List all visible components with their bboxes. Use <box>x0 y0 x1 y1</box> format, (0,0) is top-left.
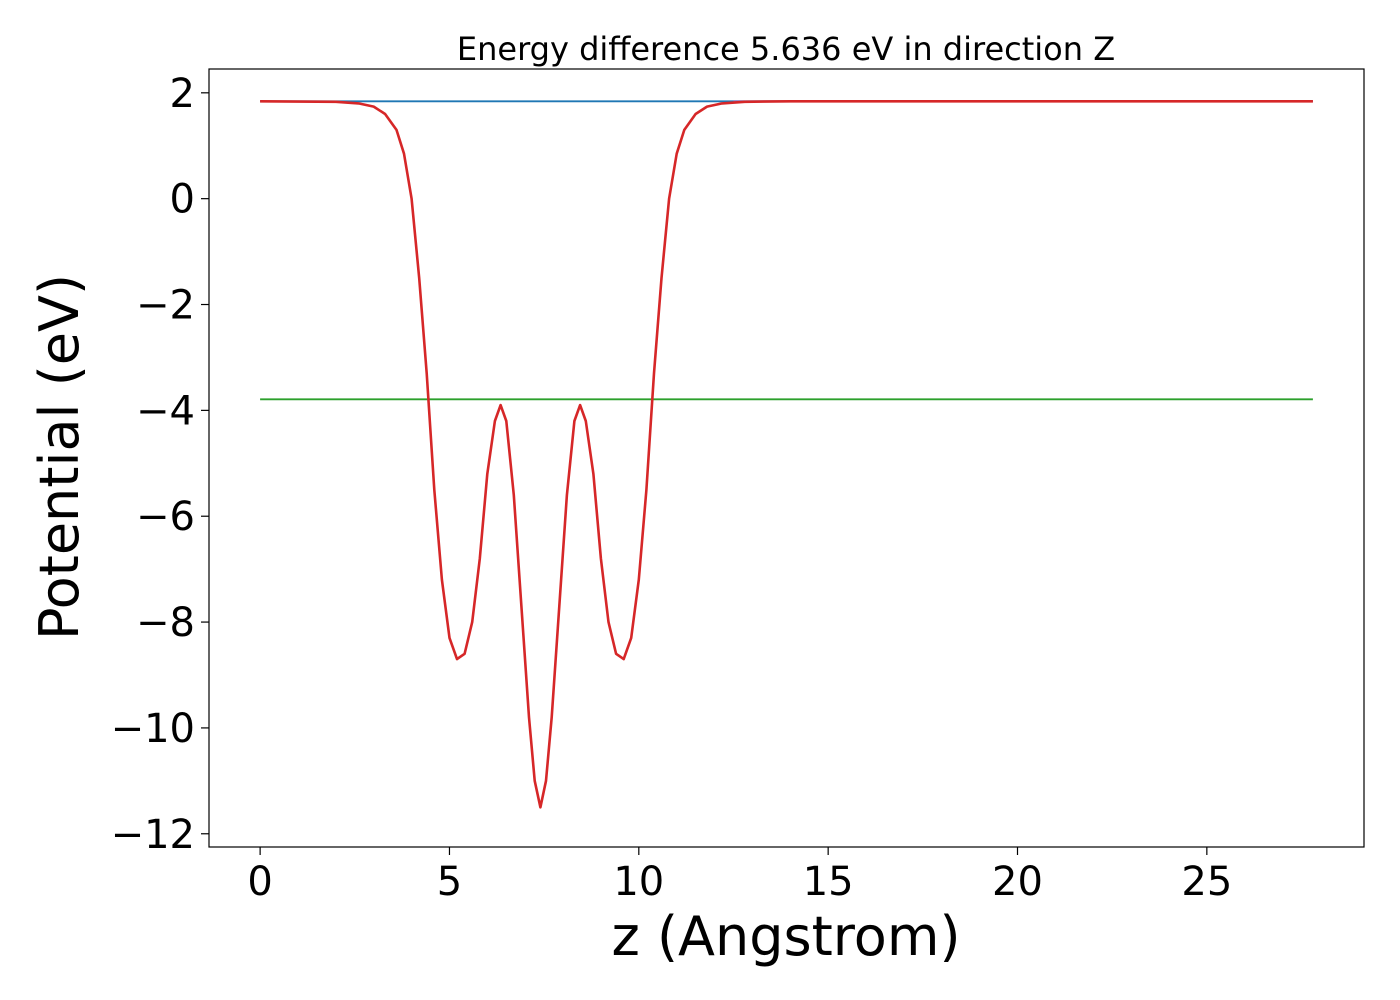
x-tick-label: 25 <box>1181 859 1232 905</box>
x-tick-label: 20 <box>992 859 1043 905</box>
y-tick-label: −10 <box>111 706 195 752</box>
y-tick-label: 0 <box>170 177 195 223</box>
chart-title: Energy difference 5.636 eV in direction … <box>457 30 1115 68</box>
y-tick-label: −2 <box>136 283 195 329</box>
y-axis-label: Potential (eV) <box>28 274 91 640</box>
y-tick-label: −4 <box>136 388 195 434</box>
x-tick-label: 10 <box>613 859 664 905</box>
x-tick-label: 5 <box>437 859 462 905</box>
plot-frame <box>208 68 1365 848</box>
x-tick-label: 15 <box>803 859 854 905</box>
y-tick-label: −12 <box>111 812 195 858</box>
y-tick-label: 2 <box>170 71 195 117</box>
y-tick-label: −6 <box>136 494 195 540</box>
x-axis-label: z (Angstrom) <box>611 905 960 968</box>
x-tick-label: 0 <box>247 859 272 905</box>
series-line-3 <box>260 100 1313 809</box>
plot-area <box>260 100 1313 809</box>
x-axis-ticks: 0 5 10 15 20 25 <box>247 847 1232 905</box>
y-axis-ticks: 2 0 −2 −4 −6 −8 −10 −12 <box>111 71 209 858</box>
y-tick-label: −8 <box>136 600 195 646</box>
